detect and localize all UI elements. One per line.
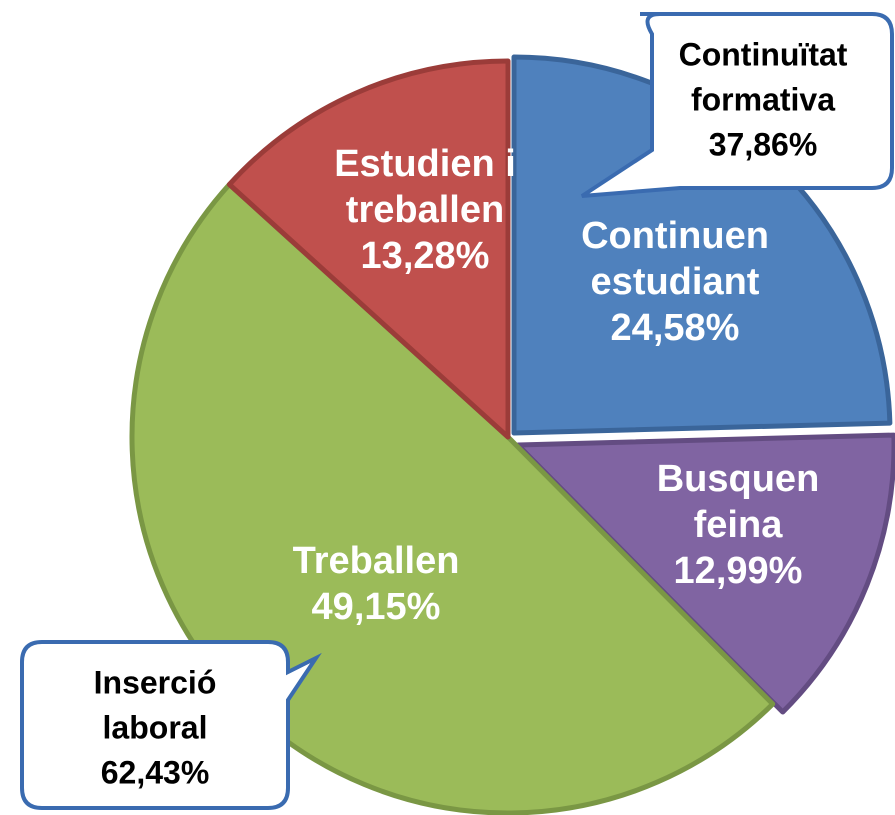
slice-label: Busquen feina 12,99% xyxy=(618,456,858,594)
value-label: 49,15% xyxy=(311,586,441,628)
callout-box xyxy=(580,12,894,198)
annotation-value: 37,86% xyxy=(708,126,818,163)
callout-box xyxy=(20,640,322,810)
slice-label: Continuen estudiant 24,58% xyxy=(555,213,795,351)
annotation-text: Inserció laboral xyxy=(93,664,217,746)
slices xyxy=(129,54,895,815)
category-label: Estudien i treballen xyxy=(334,143,516,231)
annotation-value: 62,43% xyxy=(100,754,210,791)
value-label: 13,28% xyxy=(360,235,490,277)
category-label: Busquen feina xyxy=(656,458,820,546)
value-label: 12,99% xyxy=(673,550,803,592)
category-label: Treballen xyxy=(292,540,460,582)
callout-text: Continuïtat formativa 37,86% xyxy=(638,33,888,168)
value-label: 24,58% xyxy=(610,307,740,349)
callout-text: Inserció laboral 62,43% xyxy=(45,661,265,796)
slice-label: Estudien i treballen 13,28% xyxy=(305,141,545,279)
pie-slice xyxy=(515,432,895,715)
slice-label: Treballen 49,15% xyxy=(256,538,496,630)
pie-slice xyxy=(226,58,511,440)
annotation-text: Continuïtat formativa xyxy=(678,36,848,118)
category-label: Continuen estudiant xyxy=(581,215,769,303)
